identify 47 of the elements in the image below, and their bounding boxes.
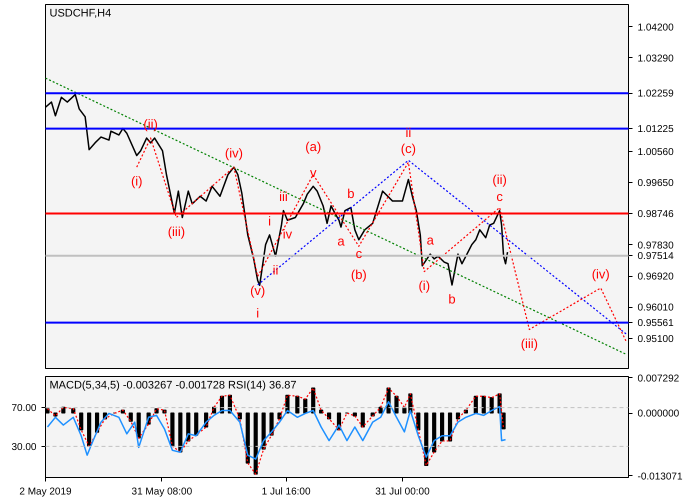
x-tick-label: 31 Jul 00:00 [375, 486, 430, 498]
y-tick-label: 1.00560 [638, 146, 674, 158]
annotation: a [426, 232, 435, 248]
chart-title: USDCHF,H4 [50, 8, 112, 20]
y2-tick-label: 30.00 [11, 442, 37, 453]
annotation: a [337, 234, 346, 249]
annotation: ii [406, 124, 412, 140]
x-tick-label: 2 May 2019 [19, 486, 72, 498]
annotation: c [496, 189, 504, 204]
annotation: v [310, 164, 317, 180]
annotation: i [268, 213, 272, 228]
ref-line-label: 0.97514 [638, 251, 674, 262]
annotation: (iii) [168, 224, 186, 239]
annotation: b [448, 291, 456, 306]
annotation: b [347, 186, 354, 202]
y2-tick-label: 70.00 [11, 403, 37, 414]
annotation: (a) [305, 139, 322, 154]
annotation: (iv) [224, 146, 243, 161]
y-tick-label: 0.95100 [638, 334, 674, 345]
y-tick-label: 0.007292 [638, 373, 680, 384]
annotation: (v) [250, 282, 266, 298]
annotation: (i) [418, 278, 430, 294]
y-tick-label: 1.03290 [638, 53, 674, 64]
x-tick-label: 1 Jul 16:00 [262, 486, 312, 498]
annotation: (i) [130, 174, 142, 189]
y-tick-label: 0.99650 [638, 178, 674, 190]
ref-line-label: 0.95561 [638, 318, 674, 330]
y-tick-label: -0.013071 [638, 471, 683, 482]
annotation: i [256, 305, 260, 320]
y-tick-label: 0.97830 [638, 240, 674, 252]
chart-title: MACD(5,34,5) -0.003267 -0.001728 RSI(14) 36.87 [50, 380, 297, 392]
annotation: (c) [400, 140, 416, 156]
ref-line-label: 0.98746 [638, 209, 674, 220]
annotation: iv [282, 226, 293, 242]
y-tick-label: 0.96920 [638, 272, 674, 283]
y-tick-label: 0.96010 [638, 302, 674, 314]
y-tick-label: 0.000000 [638, 408, 680, 420]
annotation: (iii) [520, 336, 538, 351]
annotation: (ii) [492, 172, 507, 188]
y-tick-label: 1.04200 [638, 22, 674, 34]
annotation: c [356, 246, 363, 262]
annotation: iii [279, 189, 288, 204]
ref-line-label: 1.02259 [638, 88, 674, 100]
ref-line-label: 1.01225 [638, 124, 674, 136]
x-tick-label: 31 May 08:00 [132, 486, 193, 498]
annotation: (b) [350, 266, 367, 282]
annotation: (iv) [592, 266, 610, 282]
